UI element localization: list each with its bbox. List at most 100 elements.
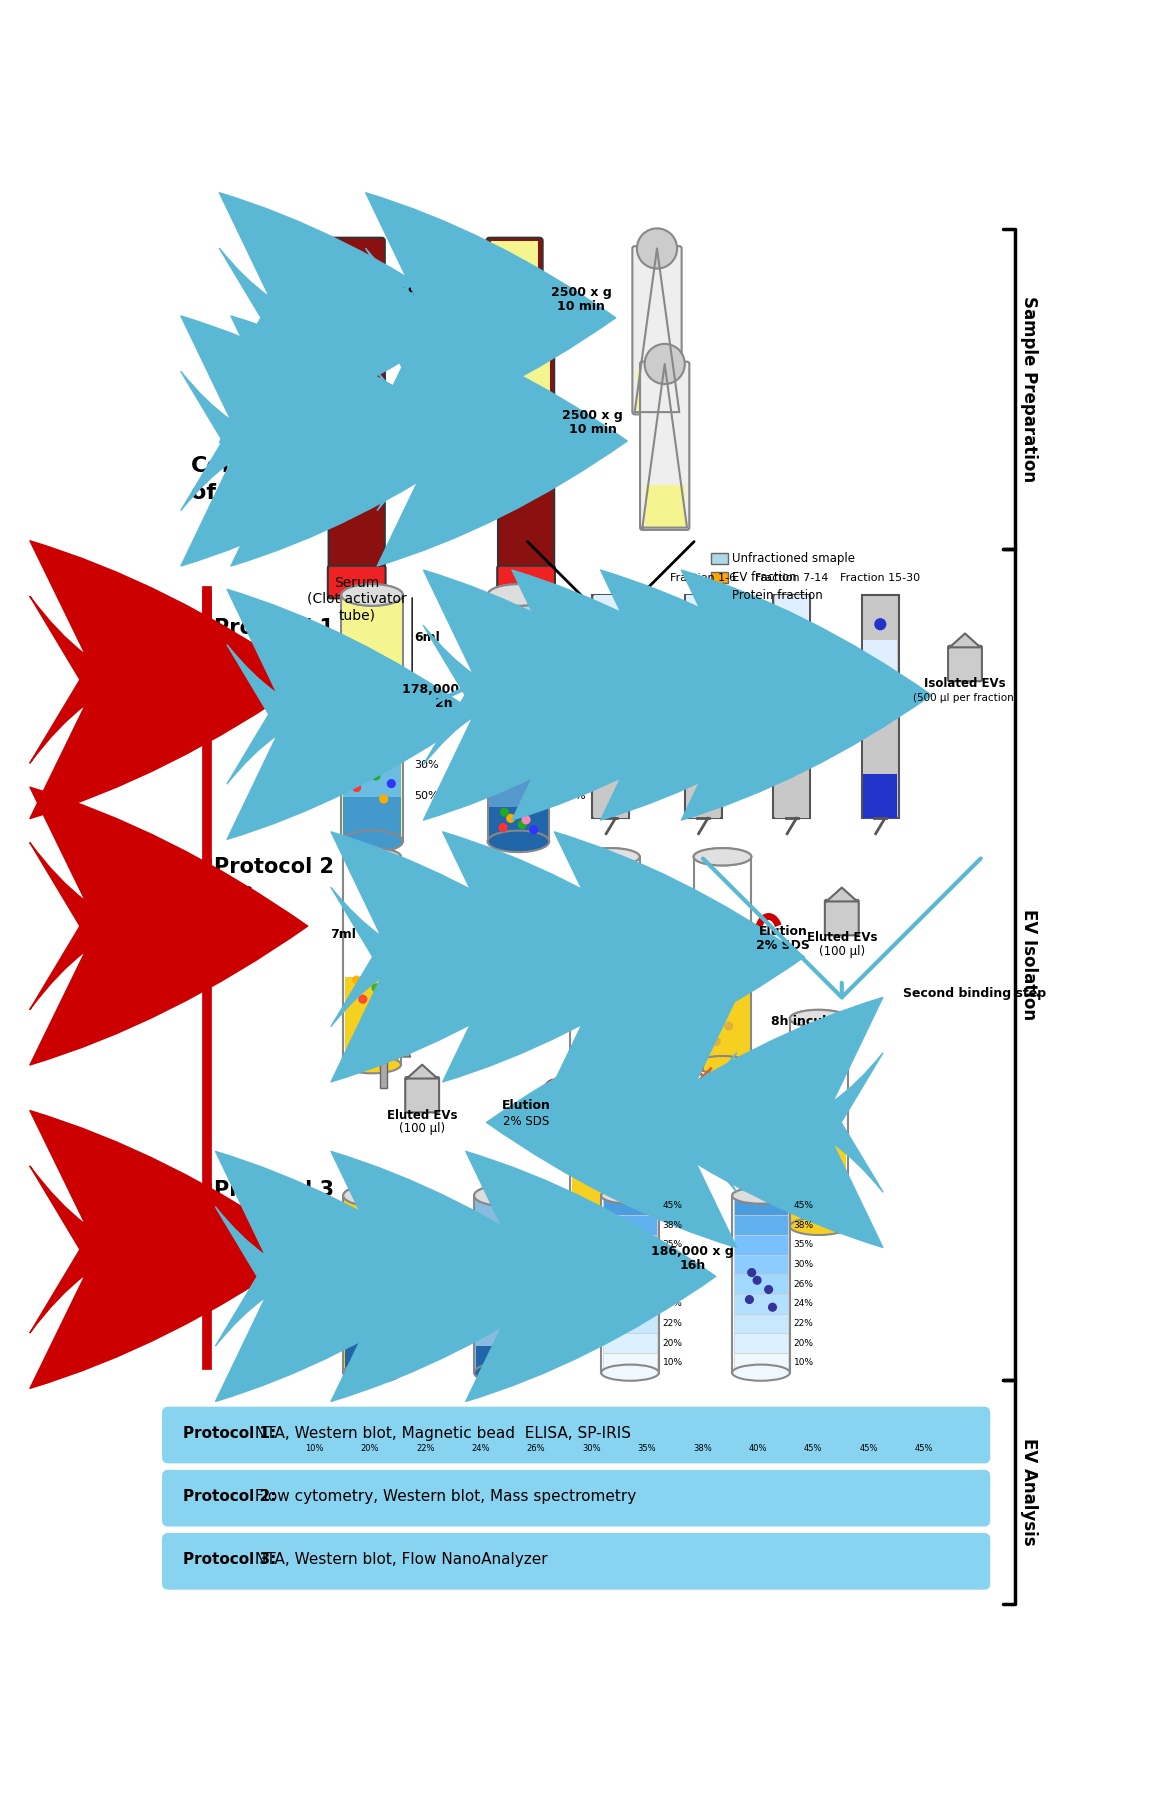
Bar xyxy=(476,1346,530,1373)
Circle shape xyxy=(364,1292,372,1299)
Bar xyxy=(732,1195,790,1373)
Text: Overnight: Overnight xyxy=(522,925,592,938)
Text: 2500 x g: 2500 x g xyxy=(562,410,623,423)
Bar xyxy=(489,733,547,773)
FancyBboxPatch shape xyxy=(163,1471,988,1526)
Text: (100 µl): (100 µl) xyxy=(819,945,865,958)
Ellipse shape xyxy=(601,1188,659,1204)
Bar xyxy=(696,978,749,1065)
Text: 10 min: 10 min xyxy=(568,423,616,437)
Text: IDC+SEC: IDC+SEC xyxy=(215,648,316,668)
Text: 6ml: 6ml xyxy=(414,631,440,644)
Text: 24%: 24% xyxy=(471,1444,490,1453)
Ellipse shape xyxy=(582,1056,640,1074)
Circle shape xyxy=(357,1326,364,1333)
Bar xyxy=(489,807,547,842)
Text: 30%: 30% xyxy=(794,1261,813,1270)
Text: 24%: 24% xyxy=(794,1299,813,1308)
Bar xyxy=(711,571,728,582)
Ellipse shape xyxy=(582,849,640,865)
Text: 26%: 26% xyxy=(526,1444,545,1453)
Ellipse shape xyxy=(790,1217,847,1235)
FancyBboxPatch shape xyxy=(328,454,385,486)
Text: 26%: 26% xyxy=(663,1279,683,1288)
Text: 2% SDS: 2% SDS xyxy=(756,940,810,952)
Text: 20%: 20% xyxy=(361,1444,379,1453)
Bar xyxy=(864,747,897,773)
Ellipse shape xyxy=(790,1010,847,1027)
Bar xyxy=(791,1139,846,1226)
Polygon shape xyxy=(379,1038,411,1058)
Text: 10%: 10% xyxy=(305,1444,323,1453)
Circle shape xyxy=(501,809,509,816)
Bar xyxy=(602,1195,657,1215)
Text: EV fraction: EV fraction xyxy=(733,571,797,584)
Polygon shape xyxy=(642,365,687,528)
Text: 30%: 30% xyxy=(560,760,586,771)
Text: 1880 x g: 1880 x g xyxy=(431,410,491,423)
FancyBboxPatch shape xyxy=(498,350,554,571)
Text: Protocol 2:: Protocol 2: xyxy=(183,1489,277,1504)
Circle shape xyxy=(823,1195,830,1203)
Circle shape xyxy=(379,795,387,804)
Bar xyxy=(775,684,809,733)
Text: 30%: 30% xyxy=(663,1261,683,1270)
Ellipse shape xyxy=(693,849,752,865)
Circle shape xyxy=(530,825,538,834)
Circle shape xyxy=(637,229,677,268)
Text: Washing: Washing xyxy=(635,1099,694,1112)
FancyBboxPatch shape xyxy=(286,1413,343,1444)
Bar xyxy=(686,729,720,756)
Text: CD9: CD9 xyxy=(720,1101,746,1110)
Text: RT: RT xyxy=(401,410,419,423)
Text: 16h: 16h xyxy=(679,1259,706,1272)
FancyBboxPatch shape xyxy=(163,1535,988,1589)
Text: IBC: IBC xyxy=(215,885,253,905)
Ellipse shape xyxy=(343,1056,401,1074)
Bar xyxy=(602,1215,657,1235)
Ellipse shape xyxy=(343,1186,401,1206)
Bar xyxy=(343,796,401,842)
Ellipse shape xyxy=(732,1188,790,1204)
Circle shape xyxy=(595,1045,603,1054)
Bar xyxy=(582,856,640,1065)
Ellipse shape xyxy=(693,1056,752,1074)
Ellipse shape xyxy=(601,1188,659,1204)
Text: Second binding step: Second binding step xyxy=(903,987,1047,1000)
Circle shape xyxy=(506,814,515,822)
Text: Protocol 1:: Protocol 1: xyxy=(183,1426,277,1440)
Circle shape xyxy=(384,746,391,753)
Bar xyxy=(594,595,628,695)
Circle shape xyxy=(364,1018,372,1027)
Ellipse shape xyxy=(488,831,550,853)
Bar xyxy=(686,756,720,818)
Ellipse shape xyxy=(790,1010,847,1027)
Text: 1880 x g: 1880 x g xyxy=(399,287,460,299)
Text: Protein fraction: Protein fraction xyxy=(733,590,823,602)
Bar xyxy=(503,352,550,439)
Bar xyxy=(734,1255,788,1273)
FancyBboxPatch shape xyxy=(640,361,690,530)
Bar xyxy=(571,1018,628,1226)
Text: 20%: 20% xyxy=(663,1339,683,1348)
Bar xyxy=(864,729,897,747)
Bar xyxy=(775,733,809,756)
Text: 45%: 45% xyxy=(804,1444,823,1453)
FancyBboxPatch shape xyxy=(729,1413,787,1444)
Text: CD81: CD81 xyxy=(720,1130,753,1139)
Bar xyxy=(489,773,547,807)
FancyBboxPatch shape xyxy=(562,1413,620,1444)
Circle shape xyxy=(492,1357,501,1364)
Circle shape xyxy=(811,1181,819,1188)
Text: IDC+IDG: IDC+IDG xyxy=(215,1210,314,1230)
Circle shape xyxy=(753,1277,761,1284)
Circle shape xyxy=(349,738,357,746)
Text: 45%: 45% xyxy=(859,1444,878,1453)
Circle shape xyxy=(376,760,384,769)
Polygon shape xyxy=(379,1038,387,1088)
FancyBboxPatch shape xyxy=(508,1413,565,1444)
Text: CD63: CD63 xyxy=(720,1072,753,1081)
Text: 178,000 x g: 178,000 x g xyxy=(401,682,484,697)
Bar xyxy=(602,1235,657,1255)
Circle shape xyxy=(387,780,396,787)
